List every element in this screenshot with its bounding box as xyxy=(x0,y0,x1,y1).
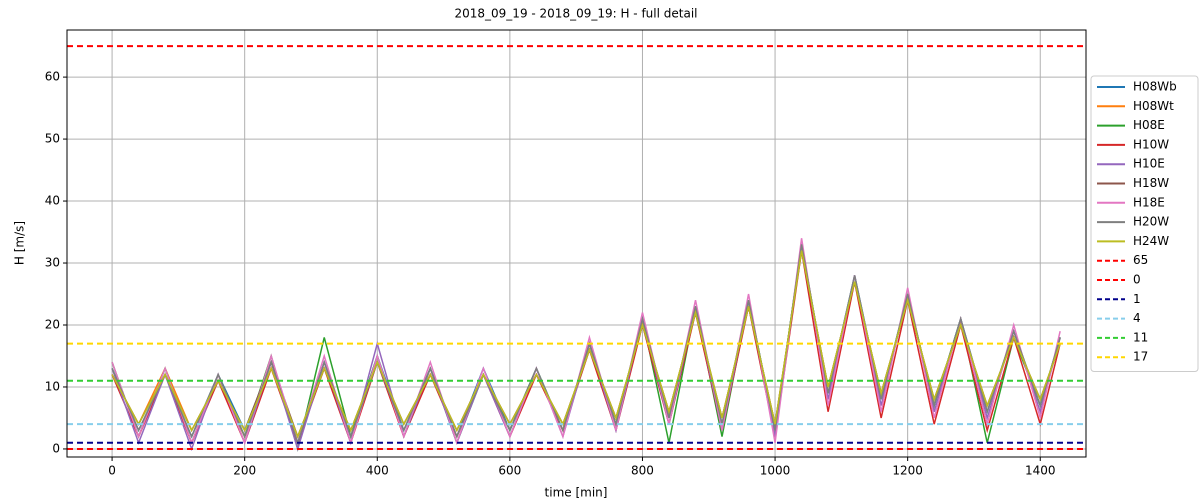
x-tick-label: 200 xyxy=(233,464,256,478)
legend-label: H08Wt xyxy=(1133,99,1174,113)
legend-label: H10E xyxy=(1133,157,1165,171)
y-tick-label: 50 xyxy=(45,132,60,146)
legend-box xyxy=(1090,75,1199,372)
x-tick-label: 600 xyxy=(498,464,521,478)
legend-label: 1 xyxy=(1133,292,1141,306)
x-axis-label: time [min] xyxy=(545,486,608,500)
legend-label: H18W xyxy=(1133,176,1169,190)
x-tick-label: 400 xyxy=(366,464,389,478)
y-axis-label: H [m/s] xyxy=(13,221,27,265)
series-line xyxy=(111,238,1061,446)
legend-label: H08E xyxy=(1133,118,1165,132)
y-tick-label: 0 xyxy=(52,441,60,455)
legend-label: H10W xyxy=(1133,137,1169,151)
x-tick-label: 1000 xyxy=(760,464,791,478)
series-line xyxy=(111,250,1061,439)
legend-label: 4 xyxy=(1133,311,1141,325)
y-tick-label: 30 xyxy=(45,256,60,270)
chart-title: 2018_09_19 - 2018_09_19: H - full detail xyxy=(455,7,698,21)
x-tick-label: 1200 xyxy=(892,464,923,478)
y-tick-label: 60 xyxy=(45,70,60,84)
x-tick-label: 1400 xyxy=(1025,464,1056,478)
legend-label: 0 xyxy=(1133,273,1141,287)
legend-label: H18E xyxy=(1133,195,1165,209)
x-tick-label: 800 xyxy=(631,464,654,478)
y-tick-label: 20 xyxy=(45,317,60,331)
plot-frame xyxy=(66,29,1087,458)
y-tick-label: 10 xyxy=(45,379,60,393)
legend-label: 17 xyxy=(1133,350,1148,364)
legend-label: H08Wb xyxy=(1133,80,1177,94)
y-tick-label: 40 xyxy=(45,194,60,208)
legend-label: H20W xyxy=(1133,215,1169,229)
legend-label: H24W xyxy=(1133,234,1169,248)
legend-label: 65 xyxy=(1133,253,1148,267)
legend-label: 11 xyxy=(1133,330,1148,344)
x-tick-label: 0 xyxy=(108,464,116,478)
